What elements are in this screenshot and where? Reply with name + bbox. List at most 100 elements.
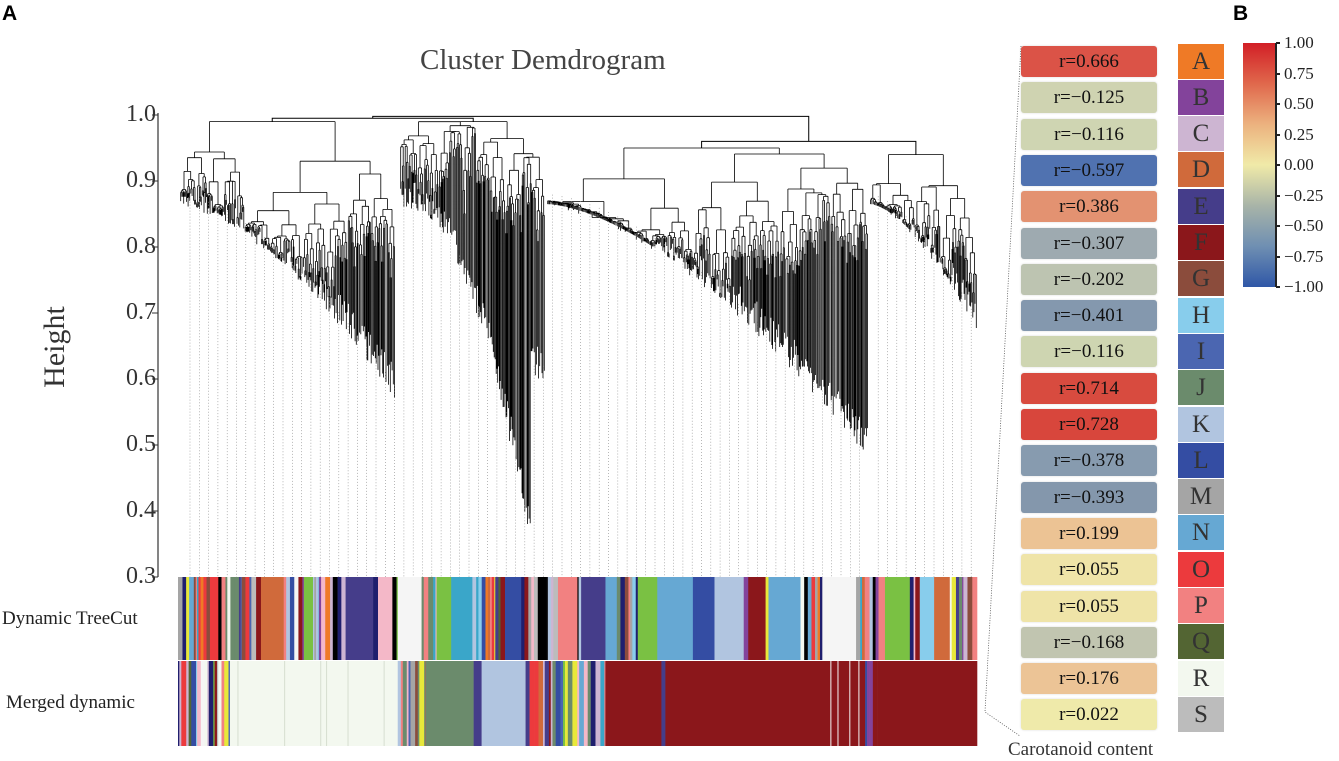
colorbar-tick [1276,195,1280,197]
module-label: I [1178,334,1224,369]
merged-segment [877,661,977,746]
colorbar-tick-label: 0.75 [1284,65,1314,82]
correlation-cell: r=−0.401 [1021,300,1157,331]
dendrogram-top-join [272,116,916,154]
merged-segment [482,661,526,746]
treecut-segment [478,577,482,660]
correlation-cell: r=0.728 [1021,409,1157,440]
merged-segment [579,661,584,746]
treecut-segment [766,577,769,660]
module-label: E [1178,189,1224,224]
treecut-segment [245,577,249,660]
treecut-segment [321,577,325,660]
merged-segment [534,661,539,746]
treecut-segment [203,577,206,660]
treecut-segment [242,577,246,660]
treecut-segment [581,577,606,660]
correlation-cell: r=0.666 [1021,46,1157,77]
treecut-segment [632,577,635,660]
treecut-segment [885,577,888,660]
treecut-segment [433,577,436,660]
correlation-cell: r=0.055 [1021,554,1157,585]
treecut-segment [422,577,424,660]
merged-segment [238,661,239,746]
correlation-cell: r=0.055 [1021,591,1157,622]
merged-segment [384,661,385,746]
merged-segment [563,661,565,746]
colorbar [1243,43,1275,287]
treecut-segment [950,577,952,660]
treecut-segment [251,577,256,660]
merged-segment [526,661,530,746]
treecut-segment [617,577,621,660]
module-label: A [1178,44,1224,79]
treecut-segment [811,577,815,660]
module-label: H [1178,298,1224,333]
correlation-cell: r=−0.393 [1021,482,1157,513]
treecut-segment [338,577,342,660]
treecut-segment [234,577,239,660]
module-label: J [1178,370,1224,405]
merged-segment [230,661,398,746]
merged-segment [588,661,591,746]
treecut-segment [625,577,629,660]
treecut-segment [714,577,744,660]
treecut-segment [284,577,287,660]
module-label: G [1178,261,1224,296]
treecut-segment [860,577,862,660]
treecut-segment [227,577,230,660]
treecut-segment [553,577,558,660]
merged-segment [426,661,474,746]
merged-segment [867,661,869,746]
colorbar-tick-label: −0.50 [1284,217,1323,234]
correlation-cell: r=−0.202 [1021,264,1157,295]
treecut-segment [182,577,186,660]
merged-segment [326,661,327,746]
treecut-segment [915,577,920,660]
treecut-segment [952,577,957,660]
merged-segment [556,661,561,746]
treecut-segment [638,577,658,660]
treecut-segment [534,577,538,660]
treecut-segment [428,577,433,660]
treecut-segment [630,577,632,660]
treecut-segment [298,577,302,660]
treecut-segment [920,577,935,660]
module-label: Q [1178,624,1224,659]
merged-segment [568,661,573,746]
merged-segment [197,661,201,746]
module-label: O [1178,552,1224,587]
correlation-cell: r=0.022 [1021,699,1157,730]
merged-segment [179,661,181,746]
module-label: M [1178,479,1224,514]
treecut-segment [476,577,479,660]
correlation-cell: r=−0.125 [1021,82,1157,113]
module-label: F [1178,225,1224,260]
colorbar-tick-label: −1.00 [1284,278,1323,295]
correlation-cell: r=0.199 [1021,518,1157,549]
merged-segment [560,661,563,746]
correlation-cell: r=0.386 [1021,191,1157,222]
treecut-segment [500,577,505,660]
merged-segment [837,661,838,746]
merged-segment [665,661,865,746]
treecut-segment [347,577,373,660]
treecut-segment [521,577,525,660]
correlation-cell: r=−0.307 [1021,228,1157,259]
merged-segment [410,661,415,746]
treecut-segment [543,577,547,660]
treecut-segment [873,577,876,660]
treecut-segment [230,577,234,660]
treecut-segment [605,577,617,660]
module-label: P [1178,588,1224,623]
treecut-segment [492,577,495,660]
treecut-segment [186,577,189,660]
treecut-segment [314,577,316,660]
treecut-segment [239,577,241,660]
treecut-segment [373,577,378,660]
colorbar-tick-label: 0.00 [1284,156,1314,173]
treecut-segment [808,577,812,660]
merged-segment [209,661,214,746]
merged-segment [407,661,409,746]
treecut-segment [956,577,959,660]
